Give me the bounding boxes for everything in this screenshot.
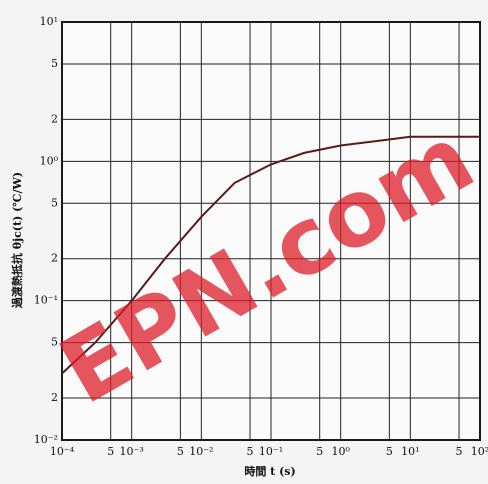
y-axis-label: 過渡熱抵抗 θjc(t) (℃/W): [10, 172, 24, 309]
y-tick-label: 2: [51, 391, 58, 404]
x-tick-label: 5: [386, 445, 393, 458]
x-tick-label: 5: [316, 445, 323, 458]
y-tick-label: 5: [51, 57, 58, 70]
y-tick-label: 5: [51, 336, 58, 349]
y-tick-label: 2: [51, 112, 58, 125]
x-axis-label: 時間 t (s): [244, 464, 295, 478]
x-tick-label: 10²: [471, 445, 488, 458]
x-tick-label: 5: [247, 445, 254, 458]
x-tick-label: 10⁻¹: [259, 445, 283, 458]
data-line: [61, 135, 480, 375]
x-tick-label: 10⁻³: [120, 445, 144, 458]
x-tick-label: 10⁻²: [189, 445, 213, 458]
y-tick-label: 10¹: [40, 15, 58, 28]
x-tick-label: 10⁻⁴: [50, 445, 75, 458]
x-tick-label: 5: [107, 445, 114, 458]
y-tick-label: 10⁰: [40, 154, 59, 167]
y-tick-label: 5: [51, 196, 58, 209]
y-tick-label: 10⁻¹: [34, 294, 58, 307]
x-tick-label: 10⁰: [331, 445, 350, 458]
y-tick-label: 2: [51, 252, 58, 265]
x-tick-label: 5: [456, 445, 463, 458]
x-tick-label: 10¹: [401, 445, 419, 458]
x-tick-label: 5: [177, 445, 184, 458]
y-tick-label: 10⁻²: [34, 433, 58, 446]
